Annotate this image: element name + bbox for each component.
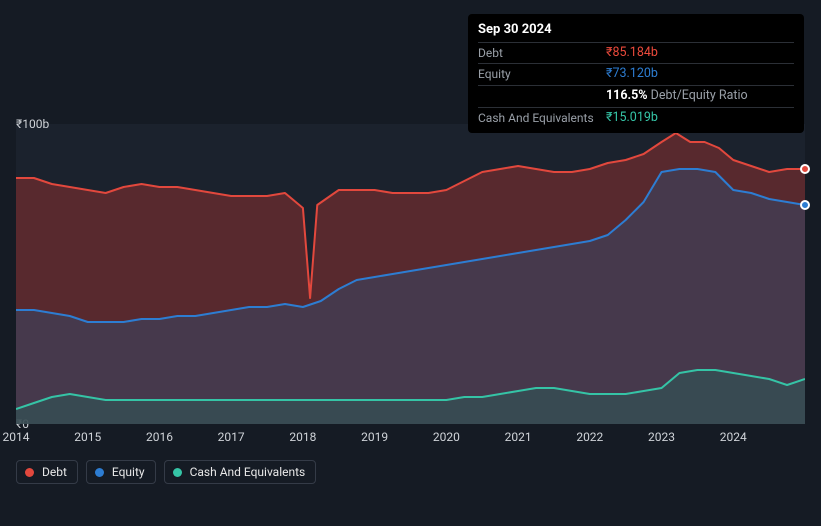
tooltip-row: 116.5% Debt/Equity Ratio — [478, 85, 794, 107]
tooltip-row-label: Debt — [478, 44, 606, 63]
tooltip-row-label — [478, 87, 606, 106]
tooltip-row: Cash And Equivalents₹15.019b — [478, 107, 794, 129]
legend-dot-icon — [173, 468, 182, 477]
plot-area[interactable]: ₹100b₹0 — [16, 124, 805, 424]
chart-tooltip: Sep 30 2024 Debt₹85.184bEquity₹73.120b 11… — [468, 14, 804, 133]
series-svg — [16, 124, 805, 424]
legend-dot-icon — [95, 468, 104, 477]
chart: ₹100b₹0 20142015201620172018201920202021… — [16, 124, 805, 484]
tooltip-row-label: Cash And Equivalents — [478, 109, 606, 128]
x-tick-label: 2022 — [576, 430, 603, 444]
legend-item[interactable]: Cash And Equivalents — [164, 460, 317, 484]
tooltip-date: Sep 30 2024 — [478, 20, 794, 42]
legend: Debt Equity Cash And Equivalents — [16, 460, 805, 484]
legend-item[interactable]: Equity — [86, 460, 156, 484]
legend-label: Equity — [112, 465, 145, 479]
legend-label: Debt — [42, 465, 67, 479]
x-axis: 2014201520162017201820192020202120222023… — [16, 424, 805, 446]
x-tick-label: 2018 — [289, 430, 316, 444]
x-tick-label: 2016 — [146, 430, 173, 444]
legend-label: Cash And Equivalents — [190, 465, 306, 479]
tooltip-row-value: ₹85.184b — [606, 44, 658, 63]
x-tick-label: 2024 — [720, 430, 747, 444]
tooltip-row: Equity₹73.120b — [478, 63, 794, 85]
tooltip-row: Debt₹85.184b — [478, 42, 794, 64]
legend-item[interactable]: Debt — [16, 460, 78, 484]
tooltip-row-value: ₹15.019b — [606, 109, 658, 128]
x-tick-label: 2014 — [3, 430, 30, 444]
tooltip-row-value: ₹73.120b — [606, 65, 658, 84]
series-end-dot — [800, 164, 810, 174]
x-tick-label: 2021 — [505, 430, 532, 444]
x-tick-label: 2023 — [648, 430, 675, 444]
x-tick-label: 2020 — [433, 430, 460, 444]
tooltip-row-value: 116.5% Debt/Equity Ratio — [606, 87, 748, 106]
x-tick-label: 2017 — [218, 430, 245, 444]
x-tick-label: 2015 — [74, 430, 101, 444]
tooltip-row-label: Equity — [478, 65, 606, 84]
series-end-dot — [800, 200, 810, 210]
x-tick-label: 2019 — [361, 430, 388, 444]
legend-dot-icon — [25, 468, 34, 477]
